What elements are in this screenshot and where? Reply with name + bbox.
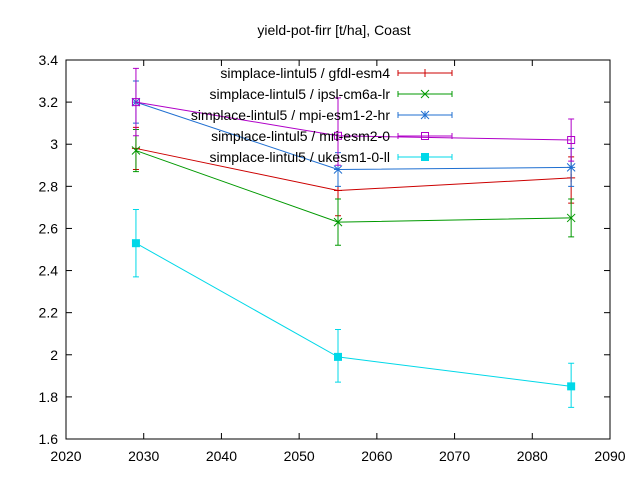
filled-square-marker [421, 153, 429, 161]
series-2 [131, 128, 576, 246]
cross-marker [131, 146, 141, 155]
y-tick-label: 2.8 [39, 178, 59, 194]
plot-area-frame [65, 59, 611, 440]
star-marker [420, 110, 430, 120]
x-tick-label: 2060 [361, 448, 392, 464]
open-square-marker [567, 136, 576, 145]
x-tick-label: 2070 [439, 448, 470, 464]
error-bar [132, 67, 139, 137]
error-bar [568, 118, 575, 162]
filled-square-marker [131, 239, 140, 248]
legend-entry: simplace-lintul5 / ipsl-cm6a-lr [210, 86, 453, 102]
x-tick-label: 2030 [128, 448, 159, 464]
x-tick-label: 2050 [284, 448, 315, 464]
plus-marker [421, 69, 429, 77]
y-tick-label: 2.4 [39, 263, 59, 279]
filled-square-marker [567, 382, 576, 391]
cross-marker [420, 89, 430, 99]
open-square-marker [131, 98, 140, 107]
legend: simplace-lintul5 / gfdl-esm4 simplace-lin… [191, 65, 453, 165]
cross-marker [333, 217, 343, 227]
star-marker [566, 163, 576, 172]
y-tick-label: 3 [50, 136, 58, 152]
y-tick-label: 2.6 [39, 220, 59, 236]
series-line [135, 242, 572, 387]
y-tick-label: 3.4 [39, 52, 59, 68]
legend-entry: simplace-lintul5 / gfdl-esm4 [220, 65, 453, 81]
cross-marker [566, 213, 576, 223]
star-marker [333, 165, 343, 174]
legend-entry: simplace-lintul5 / ukesm1-0-ll [209, 149, 453, 165]
plus-marker [334, 186, 342, 195]
chart-title: yield-pot-firr [t/ha], Coast [257, 22, 410, 38]
y-tick-label: 1.6 [39, 431, 59, 447]
legend-line [397, 133, 453, 139]
y-tick-label: 1.8 [39, 389, 59, 405]
open-square-marker [421, 132, 429, 140]
legend-label: simplace-lintul5 / ukesm1-0-ll [209, 149, 390, 165]
filled-square-marker [334, 352, 342, 361]
x-tick-label: 2090 [594, 448, 625, 464]
axes: 2020 2030 2040 2050 2060 2070 2080 2090 1.6 1.8 2 2… [39, 52, 626, 464]
series-5 [131, 208, 576, 408]
legend-label: simplace-lintul5 / mri-esm2-0 [211, 128, 390, 144]
error-bar [335, 97, 341, 166]
x-tick-label: 2020 [50, 448, 81, 464]
x-tick-label: 2040 [206, 448, 237, 464]
legend-label: simplace-lintul5 / mpi-esm1-2-hr [191, 107, 391, 123]
y-tick-label: 3.2 [39, 94, 59, 110]
x-tick-label: 2080 [517, 448, 548, 464]
legend-entry: simplace-lintul5 / mpi-esm1-2-hr [191, 107, 453, 123]
legend-label: simplace-lintul5 / ipsl-cm6a-lr [210, 86, 391, 102]
series-4 [131, 67, 576, 166]
series-layer [131, 67, 576, 408]
y-tick-label: 2.2 [39, 305, 59, 321]
y-tick-label: 2 [50, 347, 58, 363]
legend-entry: simplace-lintul5 / mri-esm2-0 [211, 128, 453, 144]
legend-label: simplace-lintul5 / gfdl-esm4 [220, 65, 390, 81]
open-square-marker [334, 131, 342, 140]
